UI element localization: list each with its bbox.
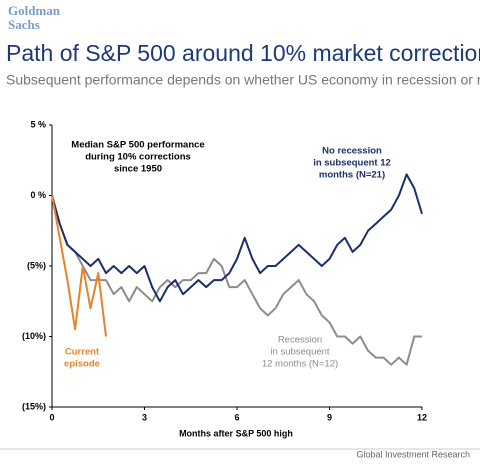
annotation: months (N=21) xyxy=(319,170,385,181)
y-tick-label: 0 % xyxy=(30,190,46,200)
annotation: in subsequent xyxy=(270,347,330,358)
y-tick-label: (10%) xyxy=(22,331,46,341)
x-tick-label: 12 xyxy=(417,412,427,422)
annotation: episode xyxy=(64,359,100,370)
annotation: during 10% corrections xyxy=(85,152,191,163)
logo: Goldman xyxy=(8,3,61,18)
annotation: Recession xyxy=(278,335,322,346)
annotation: No recession xyxy=(322,146,382,157)
x-tick-label: 0 xyxy=(49,412,54,422)
series-line xyxy=(51,173,423,303)
footer: Global Investment Research xyxy=(356,449,470,459)
annotation: Median S&P 500 performance xyxy=(71,140,204,151)
annotation: Current xyxy=(65,347,100,358)
series-line xyxy=(51,195,422,366)
logo: Sachs xyxy=(8,17,40,32)
x-axis-label: Months after S&P 500 high xyxy=(179,428,293,438)
y-tick-label: 5 % xyxy=(30,119,46,129)
y-tick-label: (5%) xyxy=(27,260,46,270)
chart-title: Path of S&P 500 around 10% market correc… xyxy=(6,40,480,66)
annotation: in subsequent 12 xyxy=(313,158,391,169)
annotation: since 1950 xyxy=(114,164,162,175)
x-tick-label: 3 xyxy=(142,412,147,422)
annotation: 12 months (N=12) xyxy=(262,359,338,370)
series-line xyxy=(51,195,107,337)
chart-subtitle: Subsequent performance depends on whethe… xyxy=(6,72,480,88)
x-tick-label: 6 xyxy=(234,412,239,422)
x-tick-label: 9 xyxy=(327,412,332,422)
y-tick-label: (15%) xyxy=(22,401,46,411)
